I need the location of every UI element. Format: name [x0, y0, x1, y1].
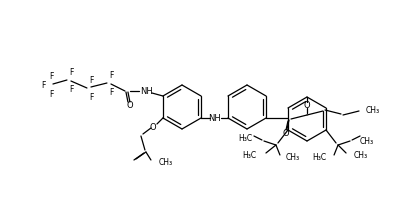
Text: F: F	[49, 72, 53, 81]
Text: CH₃: CH₃	[354, 151, 368, 160]
Text: O: O	[283, 128, 289, 137]
Text: F: F	[69, 68, 73, 77]
Text: NH: NH	[140, 87, 153, 96]
Text: F: F	[109, 71, 113, 80]
Text: CH₃: CH₃	[360, 137, 374, 146]
Text: F: F	[89, 93, 93, 102]
Text: H₃C: H₃C	[238, 134, 252, 143]
Text: F: F	[109, 88, 113, 97]
Text: H₃C: H₃C	[312, 153, 326, 162]
Text: CH₃: CH₃	[286, 153, 300, 162]
Text: CH₃: CH₃	[159, 158, 173, 167]
Text: CH₃: CH₃	[366, 106, 380, 115]
Text: O: O	[127, 101, 133, 110]
Text: F: F	[89, 76, 93, 85]
Text: O: O	[304, 101, 310, 110]
Text: F: F	[69, 85, 73, 94]
Text: NH: NH	[208, 114, 221, 123]
Text: F: F	[41, 81, 45, 90]
Text: H₃C: H₃C	[242, 151, 256, 160]
Text: F: F	[49, 90, 53, 99]
Text: O: O	[150, 122, 156, 131]
